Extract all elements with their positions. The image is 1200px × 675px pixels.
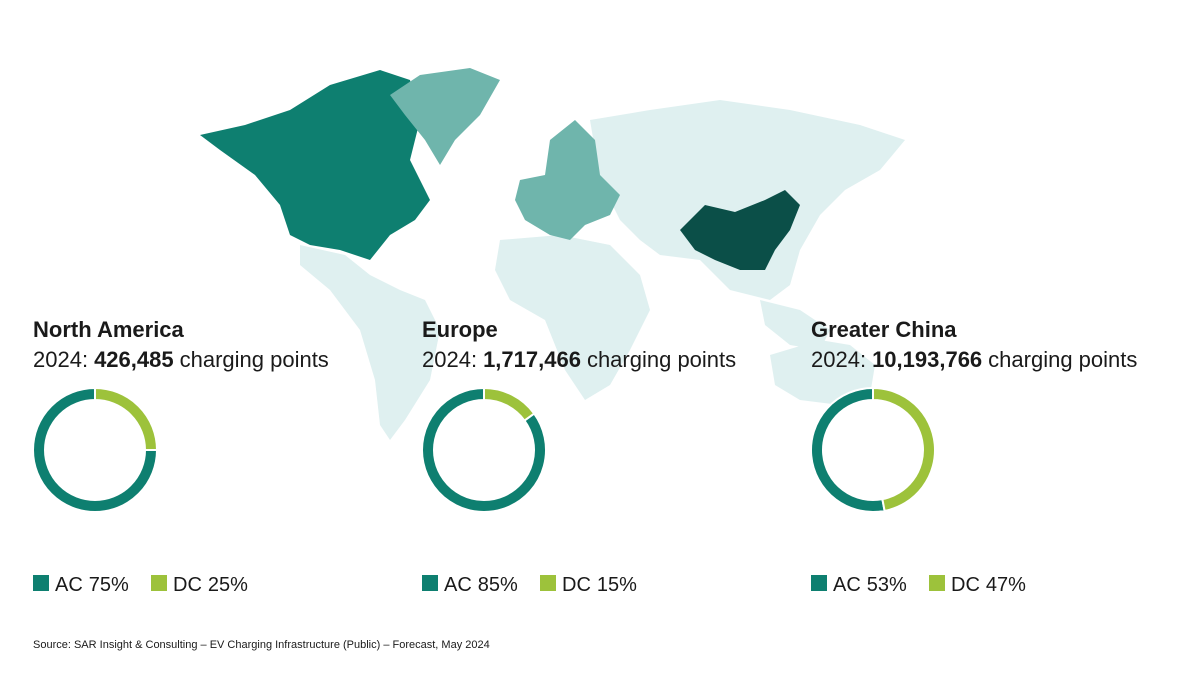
map-land (770, 340, 875, 405)
donut-slice (32, 386, 159, 513)
map-land (760, 300, 830, 350)
world-map (200, 68, 905, 440)
map-land (300, 245, 440, 440)
donut-slice (810, 386, 886, 513)
map-greenland (390, 68, 500, 165)
legend-name: DC (173, 574, 202, 596)
legend-swatch (929, 575, 945, 591)
map-europe (515, 120, 620, 240)
total-value: 10,193,766 (872, 347, 982, 372)
legend-name: DC (562, 574, 591, 596)
map-north-america (200, 70, 430, 260)
total-value: 1,717,466 (483, 347, 581, 372)
legend-entry: DC 15% (562, 574, 637, 596)
legend-swatch (151, 575, 167, 591)
legend-entry: AC 53% (833, 574, 907, 596)
legend-name: AC (55, 574, 83, 596)
map-land (590, 100, 905, 300)
legend-value: 53% (867, 574, 907, 596)
region-subtitle: 2024: 1,717,466 charging points (422, 347, 736, 372)
donut-slice (872, 386, 936, 513)
region-title: North America (33, 317, 185, 342)
subtitle-suffix: charging points (988, 347, 1137, 372)
legend-swatch (540, 575, 556, 591)
legend-swatch (422, 575, 438, 591)
map-china (680, 190, 800, 270)
region-subtitle: 2024: 426,485 charging points (33, 347, 329, 372)
legend-entry: AC 85% (444, 574, 518, 596)
subtitle-prefix: 2024: (422, 347, 477, 372)
donut-slice (483, 386, 536, 423)
legend-name: DC (951, 574, 980, 596)
legend-value: 75% (89, 574, 129, 596)
region-subtitle: 2024: 10,193,766 charging points (811, 347, 1137, 372)
donut-slice (94, 386, 159, 451)
subtitle-suffix: charging points (587, 347, 736, 372)
region-title: Greater China (811, 317, 957, 342)
legend-entry: DC 47% (951, 574, 1026, 596)
legend-name: AC (444, 574, 472, 596)
region-title: Europe (422, 317, 498, 342)
total-value: 426,485 (94, 347, 174, 372)
donut-slice (421, 386, 547, 513)
legend-swatch (33, 575, 49, 591)
legend-swatch (811, 575, 827, 591)
legend-name: AC (833, 574, 861, 596)
source-note: Source: SAR Insight & Consulting – EV Ch… (33, 639, 490, 651)
subtitle-prefix: 2024: (33, 347, 88, 372)
subtitle-prefix: 2024: (811, 347, 866, 372)
legend-entry: AC 75% (55, 574, 129, 596)
map-land (495, 235, 650, 400)
legend-value: 47% (986, 574, 1026, 596)
legend-value: 25% (208, 574, 248, 596)
legend-value: 85% (478, 574, 518, 596)
subtitle-suffix: charging points (180, 347, 329, 372)
legend-entry: DC 25% (173, 574, 248, 596)
legend-value: 15% (597, 574, 637, 596)
